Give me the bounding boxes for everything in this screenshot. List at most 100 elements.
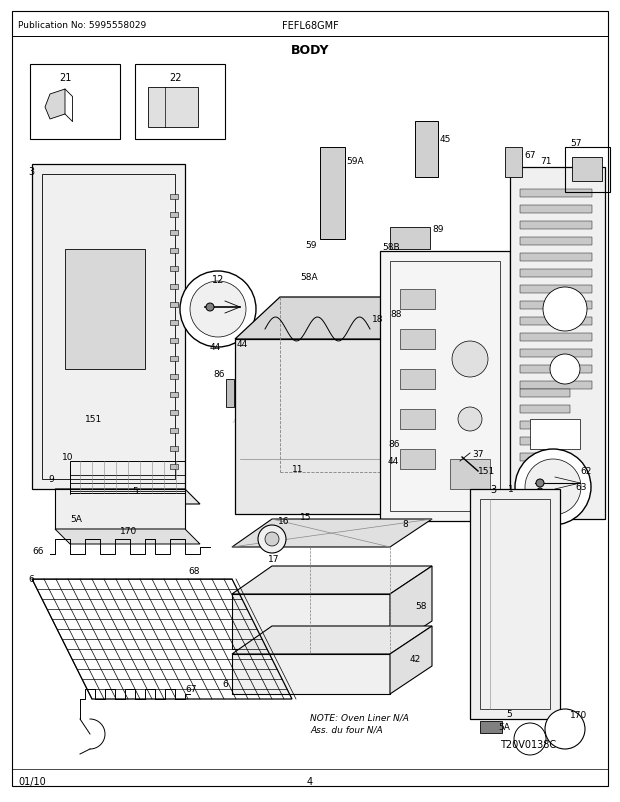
Bar: [170, 321, 178, 326]
Bar: [520, 302, 592, 310]
Bar: [170, 447, 178, 452]
Circle shape: [543, 288, 587, 331]
Bar: [520, 206, 592, 214]
Circle shape: [545, 709, 585, 749]
Text: 5A: 5A: [70, 515, 82, 524]
Text: Publication No: 5995558029: Publication No: 5995558029: [18, 22, 146, 30]
Polygon shape: [572, 158, 602, 182]
Circle shape: [265, 533, 279, 546]
Circle shape: [515, 449, 591, 525]
Bar: [70, 461, 185, 493]
Bar: [520, 253, 592, 261]
Text: 15: 15: [300, 512, 311, 522]
Bar: [170, 411, 178, 415]
Bar: [520, 485, 570, 493]
Bar: [170, 338, 178, 343]
Text: 9: 9: [48, 475, 54, 484]
Text: T20V0138C: T20V0138C: [500, 739, 556, 749]
Bar: [520, 350, 592, 358]
Text: BODY: BODY: [291, 43, 329, 56]
Bar: [520, 286, 592, 294]
Bar: [530, 419, 580, 449]
Text: 22: 22: [169, 73, 181, 83]
Text: 01/10: 01/10: [18, 776, 46, 786]
Bar: [400, 290, 435, 310]
Text: 21: 21: [59, 73, 71, 83]
Polygon shape: [232, 566, 432, 594]
Bar: [480, 721, 502, 733]
Bar: [170, 285, 178, 290]
Text: FEFL68GMF: FEFL68GMF: [281, 21, 339, 31]
Polygon shape: [415, 122, 438, 178]
Text: 151: 151: [85, 415, 102, 424]
Text: 66: 66: [32, 547, 43, 556]
Bar: [170, 213, 178, 217]
Polygon shape: [505, 148, 522, 178]
Polygon shape: [235, 298, 430, 339]
Polygon shape: [115, 497, 130, 509]
Polygon shape: [55, 529, 200, 545]
Text: 4: 4: [307, 776, 313, 786]
Text: 16: 16: [278, 516, 290, 526]
Text: 6: 6: [222, 679, 228, 689]
Polygon shape: [390, 228, 430, 249]
Text: 3: 3: [490, 484, 496, 494]
Text: 151: 151: [478, 467, 495, 476]
Polygon shape: [80, 508, 115, 525]
Bar: [226, 379, 234, 407]
Circle shape: [458, 407, 482, 431]
Bar: [170, 464, 178, 469]
Bar: [520, 221, 592, 229]
Text: 44: 44: [388, 457, 399, 466]
Bar: [520, 190, 592, 198]
Circle shape: [190, 282, 246, 338]
Text: 5: 5: [132, 487, 138, 496]
Bar: [520, 406, 570, 414]
Text: 58A: 58A: [300, 273, 317, 282]
Bar: [170, 428, 178, 433]
Polygon shape: [380, 252, 510, 521]
Bar: [520, 269, 592, 277]
Bar: [170, 195, 178, 200]
Polygon shape: [232, 654, 390, 695]
Bar: [520, 382, 592, 390]
Polygon shape: [235, 339, 385, 514]
Polygon shape: [55, 489, 200, 504]
Text: 1: 1: [508, 485, 514, 494]
Bar: [170, 302, 178, 308]
Polygon shape: [390, 566, 432, 649]
Circle shape: [452, 342, 488, 378]
Text: 86: 86: [388, 440, 399, 449]
Text: AppliancePartsParts.com: AppliancePartsParts.com: [232, 413, 388, 426]
Text: 71: 71: [540, 157, 552, 166]
Text: 3: 3: [28, 167, 34, 176]
Text: 86: 86: [213, 370, 224, 379]
Bar: [400, 370, 435, 390]
Circle shape: [258, 525, 286, 553]
Text: 5A: 5A: [498, 723, 510, 731]
Polygon shape: [385, 298, 430, 514]
Text: 170: 170: [570, 711, 587, 719]
Polygon shape: [232, 626, 432, 654]
Polygon shape: [148, 88, 198, 128]
Text: 89: 89: [432, 225, 443, 234]
Text: 67: 67: [185, 685, 197, 694]
Text: 58: 58: [415, 602, 427, 611]
Text: 63: 63: [575, 483, 587, 492]
Polygon shape: [320, 148, 345, 240]
Text: 57: 57: [570, 138, 582, 148]
Text: 12: 12: [212, 274, 224, 285]
Text: 44: 44: [237, 340, 248, 349]
Bar: [520, 366, 592, 374]
Polygon shape: [55, 489, 185, 529]
Text: 6: 6: [28, 575, 33, 584]
Bar: [400, 330, 435, 350]
Text: 170: 170: [120, 527, 137, 536]
Circle shape: [550, 354, 580, 384]
Polygon shape: [32, 164, 185, 489]
Circle shape: [514, 723, 546, 755]
Bar: [520, 422, 570, 429]
Bar: [520, 318, 592, 326]
Text: 42: 42: [410, 654, 421, 664]
Text: 11: 11: [292, 465, 304, 474]
